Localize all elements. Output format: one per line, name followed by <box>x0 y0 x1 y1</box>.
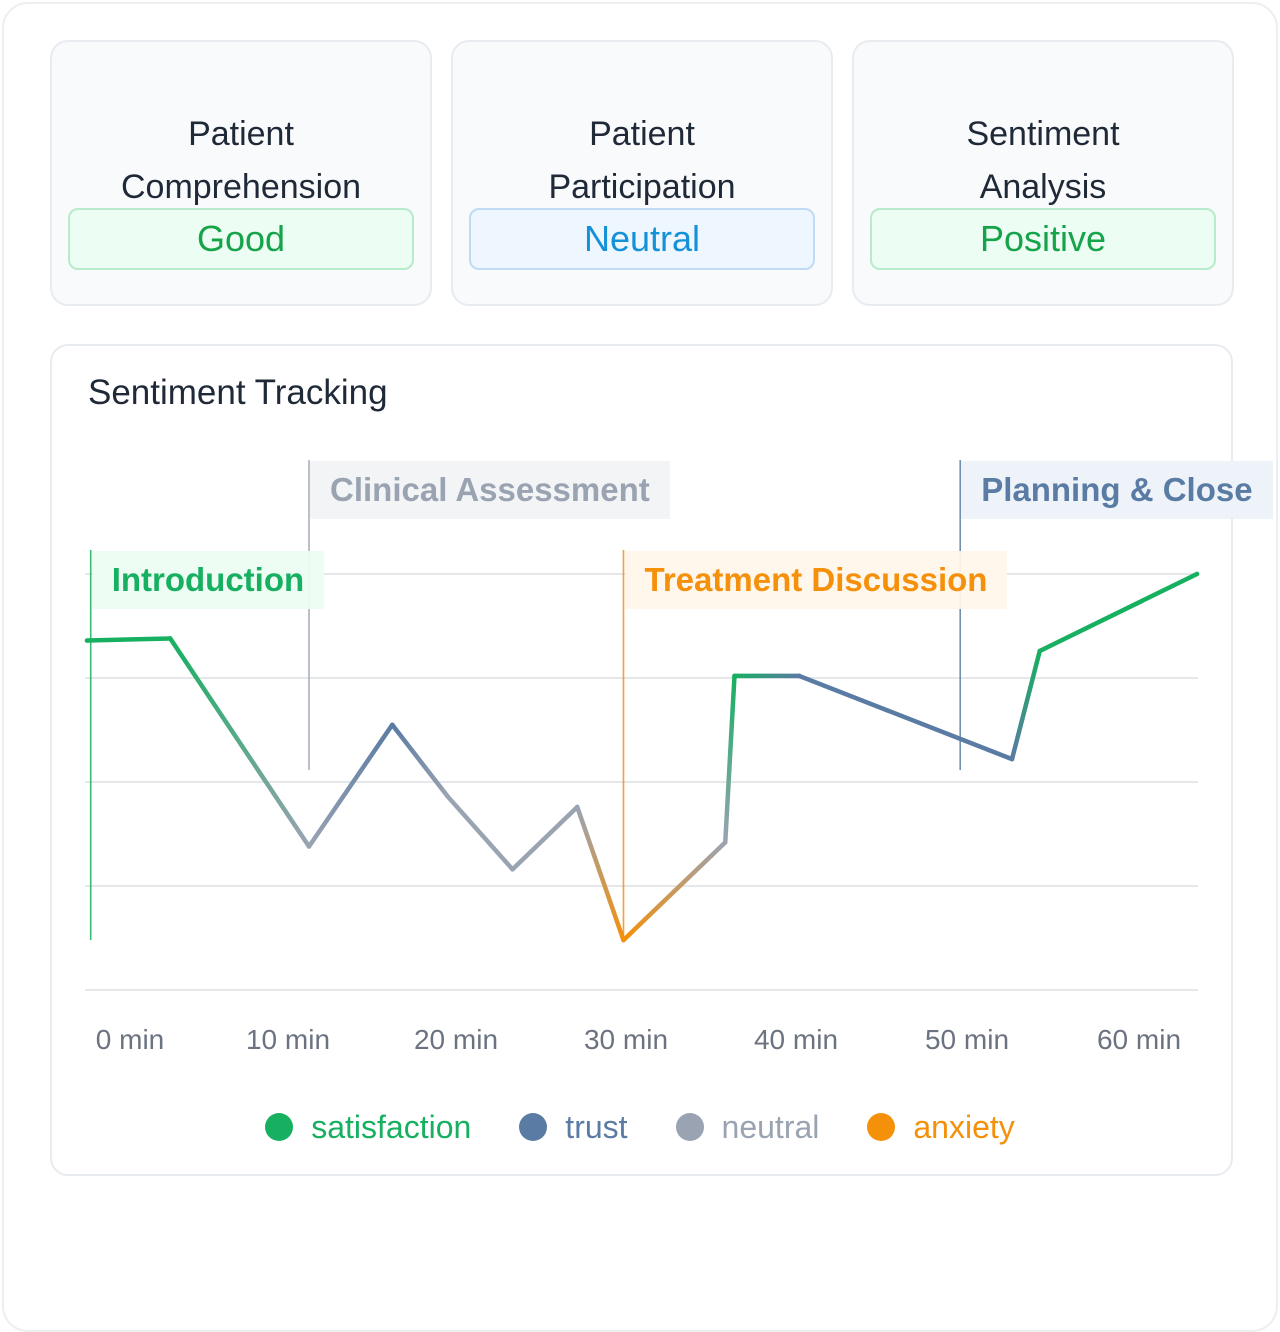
chart-legend: satisfaction trust neutral anxiety <box>0 1106 1280 1148</box>
x-tick-label: 50 min <box>924 1024 1010 1055</box>
metric-title: Patient Participation <box>453 108 831 214</box>
data-point <box>1009 756 1015 762</box>
data-point <box>168 636 173 641</box>
metric-title: Sentiment Analysis <box>854 108 1232 214</box>
series-line-segment <box>621 840 728 943</box>
series-line-segment <box>390 722 450 799</box>
data-point <box>306 844 312 849</box>
series-line-segment <box>575 804 626 943</box>
legend-label: neutral <box>721 1109 820 1145</box>
x-tick-label: 30 min <box>583 1024 669 1055</box>
phase-label: Planning & Close <box>961 461 1273 519</box>
legend-label: anxiety <box>913 1109 1015 1145</box>
series-line-segment <box>306 722 395 849</box>
status-badge: Positive <box>870 208 1216 270</box>
x-tick-label: 10 min <box>245 1024 331 1055</box>
x-tick-label: 20 min <box>413 1024 499 1055</box>
series-line-segment <box>797 673 1015 762</box>
data-point <box>1037 648 1042 654</box>
legend-label: trust <box>565 1109 628 1145</box>
series-line-segment <box>445 794 515 872</box>
phase-label: Treatment Discussion <box>624 551 1008 609</box>
data-point <box>575 804 580 810</box>
metric-title: Patient Comprehension <box>52 108 430 214</box>
data-point <box>797 673 802 679</box>
data-point <box>84 638 90 643</box>
x-tick-label: 40 min <box>753 1024 839 1055</box>
data-point <box>390 722 395 727</box>
metric-title-line: Comprehension <box>120 168 362 206</box>
legend-item: anxiety <box>867 1106 1015 1148</box>
series-line-segment <box>510 804 580 872</box>
legend-dot-icon <box>867 1113 896 1141</box>
data-point <box>723 840 728 845</box>
legend-dot-icon <box>519 1113 548 1141</box>
legend-dot-icon <box>675 1113 704 1141</box>
chart-title: Sentiment Tracking <box>88 373 388 412</box>
legend-dot-icon <box>265 1113 294 1141</box>
metric-title-line: Patient <box>188 115 294 153</box>
metric-title-line: Participation <box>548 168 736 206</box>
data-point <box>445 794 450 799</box>
legend-label: satisfaction <box>311 1109 472 1145</box>
metric-title-line: Analysis <box>979 168 1107 206</box>
data-point <box>732 673 737 679</box>
series-line-segment <box>168 636 312 849</box>
series-line-segment <box>723 673 737 845</box>
phase-label: Introduction <box>91 551 325 609</box>
series-line-segment <box>1037 571 1200 654</box>
series-line-segment <box>1009 648 1042 762</box>
x-tick-label: 60 min <box>1096 1024 1182 1055</box>
metric-card-comprehension: Patient Comprehension Good <box>50 40 432 306</box>
metric-title-line: Sentiment <box>966 115 1120 153</box>
legend-item: trust <box>519 1106 628 1148</box>
metric-card-sentiment: Sentiment Analysis Positive <box>852 40 1234 306</box>
x-tick-label: 0 min <box>95 1024 165 1055</box>
phase-label: Clinical Assessment <box>310 461 670 519</box>
data-point <box>1194 571 1200 577</box>
data-point <box>510 867 515 872</box>
status-badge: Good <box>68 208 414 270</box>
series-line-segment <box>84 636 173 643</box>
metric-title-line: Patient <box>589 115 695 153</box>
legend-item: satisfaction <box>265 1106 471 1148</box>
metric-card-participation: Patient Participation Neutral <box>451 40 833 306</box>
data-point <box>621 937 626 943</box>
legend-item: neutral <box>675 1106 820 1148</box>
status-badge: Neutral <box>469 208 815 270</box>
